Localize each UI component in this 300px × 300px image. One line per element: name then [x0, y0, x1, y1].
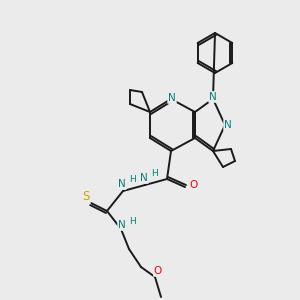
Text: O: O [189, 180, 197, 190]
Text: O: O [154, 266, 162, 276]
Text: N: N [209, 92, 217, 102]
Text: N: N [140, 173, 148, 183]
Text: N: N [224, 120, 232, 130]
Text: H: H [151, 169, 158, 178]
Text: H: H [130, 217, 136, 226]
Text: N: N [118, 220, 126, 230]
Text: N: N [168, 93, 176, 103]
Text: H: H [129, 175, 135, 184]
Text: S: S [82, 190, 90, 203]
Text: N: N [118, 179, 126, 189]
